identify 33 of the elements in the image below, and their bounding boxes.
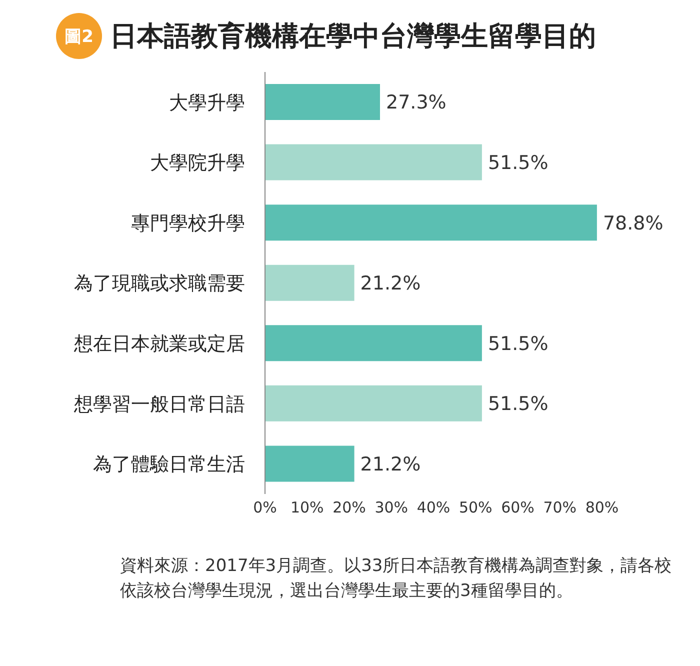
data-label: 27.3% [386,92,446,114]
source-note: 資料來源：2017年3月調查。以33所日本語教育機構為調查對象，請各校依該校台灣學生現況，選出台灣學生最主要的3種留學目的。 [120,555,673,603]
bar [265,144,482,180]
bar [265,84,380,120]
data-label: 21.2% [360,272,421,295]
y-tick-label: 大學升學 [169,92,245,114]
x-tick-label: 20% [332,498,366,517]
bar [265,385,482,422]
y-tick-label: 想在日本就業或定居 [73,333,245,356]
x-tick-label: 40% [416,498,450,517]
x-tick-label: 70% [543,498,577,517]
y-tick-label: 想學習一般日常日語 [73,393,245,416]
data-label: 51.5% [488,393,548,416]
y-tick-label: 為了現職或求職需要 [74,272,245,295]
x-tick-label: 60% [501,498,534,517]
x-tick-label: 50% [458,498,492,517]
data-label: 51.5% [488,152,548,174]
bar [265,325,482,362]
data-label: 51.5% [488,332,548,355]
chart-title: 日本語教育機構在學中台灣學生留學目的 [110,20,596,54]
badge: 圖2 [56,13,102,59]
bar [265,264,354,301]
bar [265,446,354,482]
data-label: 21.2% [360,453,421,476]
x-tick-label: 10% [290,498,324,517]
x-tick-label: 30% [374,498,408,517]
x-tick-label: 0% [253,498,277,517]
y-tick-label: 大學院升學 [150,152,245,174]
x-tick-label: 80% [585,498,619,517]
bar [265,204,597,241]
y-tick-label: 專門學校升學 [131,212,245,234]
data-label: 78.8% [602,212,664,234]
y-tick-label: 為了體驗日常生活 [93,454,245,476]
